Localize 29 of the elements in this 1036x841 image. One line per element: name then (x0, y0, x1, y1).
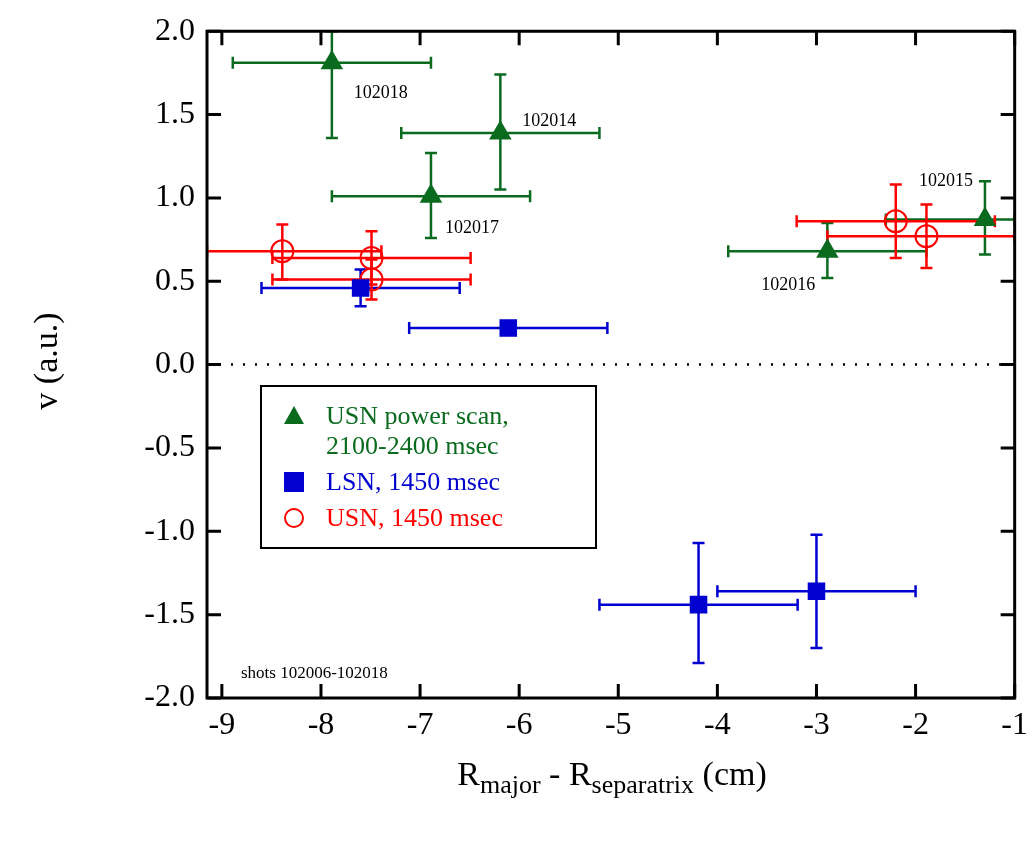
x-axis-title: R$_{major}$ - R$_{separatrix}$ (cm) (456, 755, 768, 800)
x-tick-label: -7 (406, 704, 434, 741)
y-tick-label: -1.0 (144, 510, 195, 547)
annotation: shots 102006-102018 (241, 663, 388, 682)
legend-label: USN power scan, 2100-2400 msec (326, 401, 509, 460)
annotation: 102015 (918, 170, 973, 191)
y-tick-label: 0.5 (155, 260, 195, 297)
y-axis-title: v (a.u.) (27, 312, 65, 410)
x-tick-label: -4 (704, 704, 731, 741)
legend-label: LSN, 1450 msec (326, 467, 501, 496)
x-tick-label: -3 (803, 704, 830, 741)
x-tick-label: -1 (1001, 704, 1028, 741)
y-tick-label: 2.0 (155, 10, 195, 47)
x-tick-label: -2 (902, 704, 929, 741)
y-tick-label: -1.5 (144, 594, 195, 631)
legend-label: USN, 1450 msec (326, 503, 503, 532)
y-tick-label: 1.0 (155, 177, 195, 214)
y-tick-label: 0.0 (155, 344, 195, 381)
x-tick-label: -8 (307, 704, 335, 741)
y-tick-label: -0.5 (144, 427, 195, 464)
x-tick-label: -9 (208, 704, 236, 741)
annotation: 102016 (761, 273, 816, 294)
y-tick-label: -2.0 (144, 677, 195, 714)
x-tick-label: -6 (505, 704, 533, 741)
annotation: 102018 (353, 81, 408, 102)
annotation: 102017 (444, 216, 499, 237)
y-tick-label: 1.5 (155, 93, 195, 130)
x-tick-label: -5 (604, 704, 632, 741)
annotation: 102014 (522, 109, 577, 130)
